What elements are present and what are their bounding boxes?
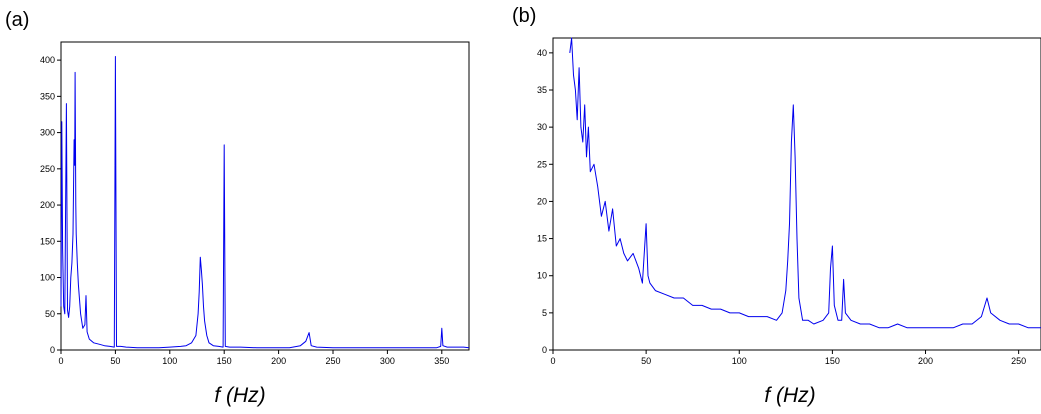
y-tick-label: 350 (40, 91, 55, 101)
x-tick-label: 100 (732, 356, 747, 366)
panel-a-spectrum-line (60, 56, 470, 349)
x-tick-label: 250 (325, 356, 340, 366)
panel-b-plot-frame (552, 37, 1041, 351)
x-tick-label: 150 (217, 356, 232, 366)
x-tick-label: 250 (1011, 356, 1026, 366)
x-tick-label: 50 (110, 356, 120, 366)
x-tick-label: 350 (434, 356, 449, 366)
panel-b: (b) 0 50 100 150 200 250 0 5 10 15 20 25 30 35 40 f (H… (512, 5, 1041, 407)
x-tick-label: 50 (641, 356, 651, 366)
x-tick-label: 0 (550, 356, 555, 366)
y-tick-label: 250 (40, 164, 55, 174)
panel-b-spectrum-line (569, 37, 1041, 329)
panel-b-x-axis-title: f (Hz) (764, 384, 815, 407)
y-tick-label: 100 (40, 273, 55, 283)
y-tick-label: 5 (542, 308, 547, 318)
y-tick-label: 0 (542, 345, 547, 355)
y-tick-label: 35 (537, 85, 547, 95)
y-tick-label: 150 (40, 236, 55, 246)
y-tick-label: 50 (45, 309, 55, 319)
x-tick-label: 200 (918, 356, 933, 366)
y-tick-label: 15 (537, 234, 547, 244)
y-tick-label: 25 (537, 159, 547, 169)
panel-a-ticks: 0 50 100 150 200 250 300 350 0 50 100 150 200 250 300 3… (40, 55, 449, 366)
panel-a-plot-frame (60, 41, 470, 351)
y-tick-label: 300 (40, 128, 55, 138)
x-tick-label: 200 (271, 356, 286, 366)
y-tick-label: 10 (537, 271, 547, 281)
y-tick-label: 30 (537, 122, 547, 132)
x-tick-label: 300 (380, 356, 395, 366)
panel-a-x-axis-title: f (Hz) (214, 384, 265, 407)
y-tick-label: 40 (537, 48, 547, 58)
panel-b-ticks: 0 50 100 150 200 250 0 5 10 15 20 25 30 35 40 (537, 48, 1026, 366)
y-tick-label: 0 (50, 345, 55, 355)
y-tick-label: 400 (40, 55, 55, 65)
x-tick-label: 100 (162, 356, 177, 366)
x-tick-label: 0 (58, 356, 63, 366)
panel-a-label: (a) (5, 9, 29, 31)
y-tick-label: 20 (537, 196, 547, 206)
x-tick-label: 150 (825, 356, 840, 366)
y-tick-label: 200 (40, 200, 55, 210)
panel-a: (a) 0 50 100 150 200 250 300 350 0 50 100 150 200 250… (5, 9, 470, 407)
panel-b-label: (b) (512, 5, 536, 27)
